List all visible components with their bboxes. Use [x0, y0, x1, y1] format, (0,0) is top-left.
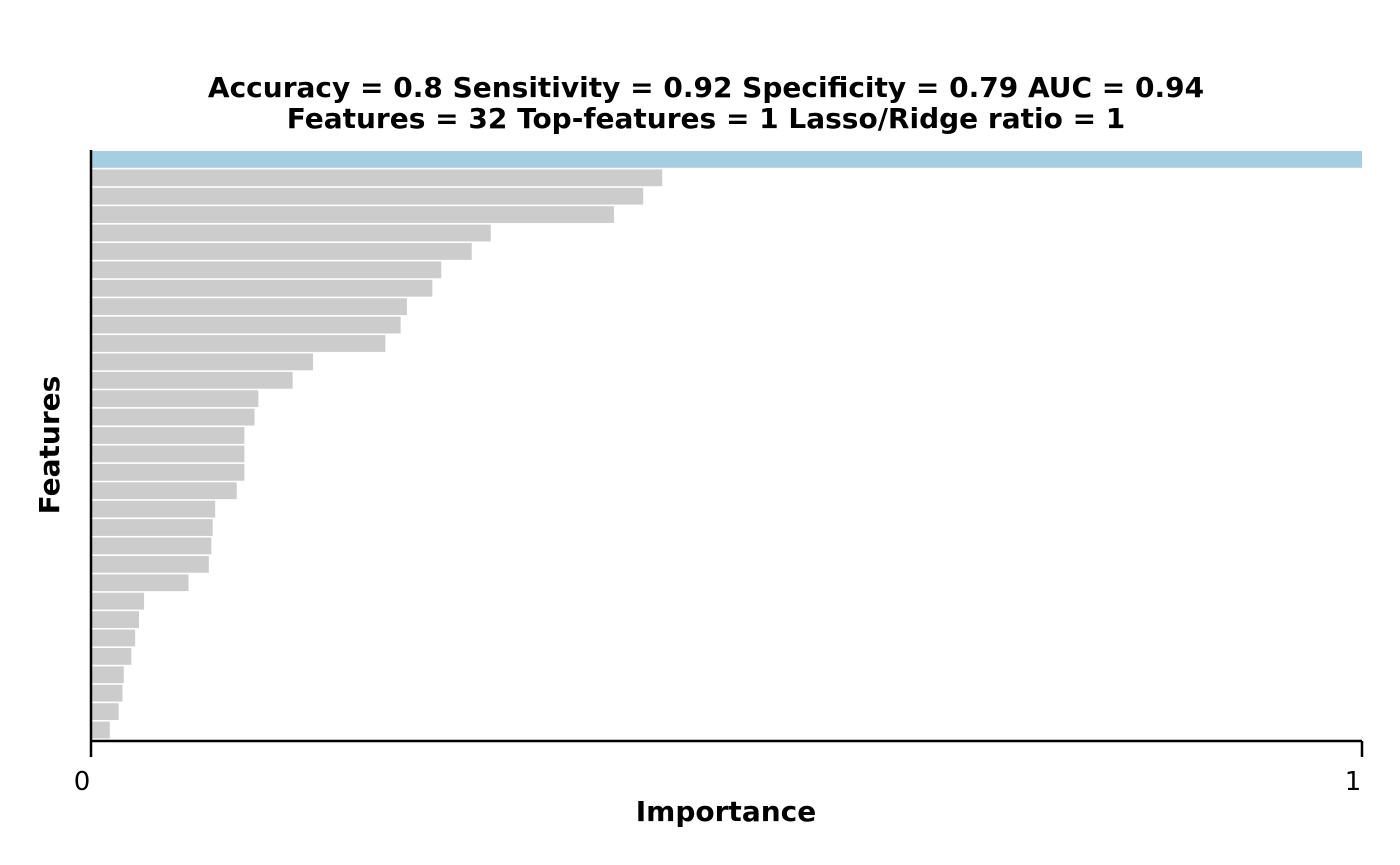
bars-group: [92, 151, 1362, 739]
bar-17: [92, 445, 245, 463]
bar-30: [92, 684, 123, 702]
bar-9: [92, 298, 407, 316]
chart-title-line-2: Features = 32 Top-features = 1 Lasso/Rid…: [287, 102, 1126, 135]
bar-18: [92, 463, 245, 481]
x-tick-label-0: 0: [74, 767, 91, 797]
bar-16: [92, 427, 245, 444]
chart-title-line-1: Accuracy = 0.8 Sensitivity = 0.92 Specif…: [208, 71, 1204, 104]
bar-25: [92, 592, 145, 610]
bar-24: [92, 574, 189, 592]
bar-1: [92, 151, 1362, 168]
bar-29: [92, 666, 124, 684]
bar-26: [92, 611, 139, 628]
bar-15: [92, 408, 255, 426]
bar-14: [92, 390, 259, 408]
bar-31: [92, 703, 119, 720]
bar-13: [92, 371, 293, 389]
bar-22: [92, 537, 212, 555]
bar-28: [92, 647, 132, 665]
bar-7: [92, 261, 442, 279]
bar-4: [92, 206, 614, 224]
bar-3: [92, 187, 644, 205]
bar-23: [92, 555, 209, 573]
bar-5: [92, 224, 491, 242]
bar-11: [92, 335, 386, 352]
bar-21: [92, 519, 213, 536]
bar-10: [92, 316, 401, 334]
bar-32: [92, 721, 110, 739]
y-axis-label: Features: [33, 376, 66, 515]
bar-8: [92, 279, 433, 297]
bar-6: [92, 243, 472, 260]
x-axis-label: Importance: [636, 795, 816, 828]
bar-19: [92, 482, 237, 500]
bar-12: [92, 353, 313, 371]
bar-20: [92, 500, 216, 518]
x-tick-label-1: 1: [1345, 767, 1362, 797]
bar-27: [92, 629, 136, 647]
bar-2: [92, 169, 663, 187]
